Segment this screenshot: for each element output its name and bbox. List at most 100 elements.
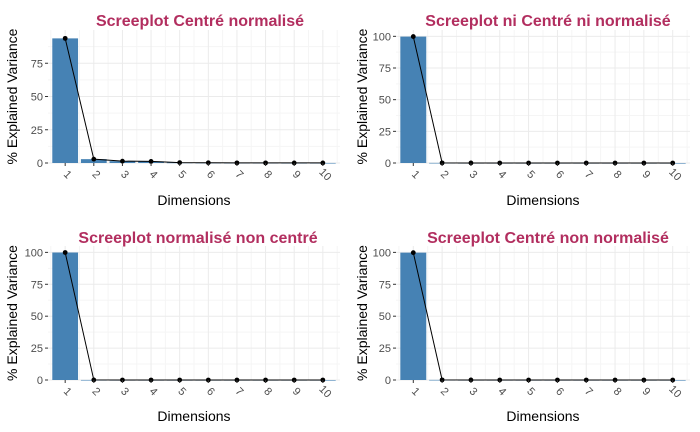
data-point	[177, 377, 183, 383]
x-axis-label: Dimensions	[506, 192, 579, 208]
variance-line	[412, 252, 673, 381]
variance-line	[64, 38, 323, 164]
x-tick-label: 5	[524, 168, 537, 181]
x-tick-label: 2	[90, 385, 103, 398]
data-point	[320, 377, 326, 383]
panel-3: 0 25 50 75 100 1 2 3 4 5 6 7 8 9 10 Screeplot normalisé…	[4, 230, 340, 424]
x-tick-label: 5	[524, 385, 537, 398]
data-point	[205, 160, 211, 166]
y-axis-label: % Explained Variance	[354, 28, 370, 164]
data-point	[439, 377, 445, 383]
y-tick-label: 25	[31, 125, 43, 137]
data-point	[670, 377, 676, 383]
y-tick-label: 100	[373, 247, 391, 259]
x-tick-label: 9	[290, 385, 303, 398]
variance-line	[412, 36, 673, 164]
bar	[400, 252, 427, 380]
panel-1: 0 25 50 75 1 2 3 4 5 6 7 8 9 10 Screeplot Centré norma…	[4, 13, 340, 208]
data-point	[555, 160, 560, 166]
data-point	[555, 377, 560, 383]
y-tick-label: 50	[31, 311, 43, 323]
x-tick-label: 6	[553, 168, 566, 181]
data-point	[468, 377, 474, 383]
y-tick-label: 0	[385, 375, 391, 387]
data-point	[439, 160, 445, 166]
x-tick-label: 9	[640, 168, 653, 181]
data-point	[62, 35, 68, 41]
x-axis-label: Dimensions	[157, 192, 230, 208]
bar	[52, 38, 79, 164]
y-tick-label: 75	[379, 279, 391, 291]
data-point	[291, 377, 297, 383]
y-tick-label: 0	[37, 375, 43, 387]
x-tick-label: 7	[233, 168, 246, 181]
bar	[400, 36, 427, 163]
x-tick-label: 8	[261, 385, 274, 398]
x-tick-label: 5	[175, 385, 188, 398]
x-tick-label: 3	[118, 385, 131, 398]
x-tick-label: 2	[90, 168, 103, 181]
x-tick-label: 9	[290, 168, 303, 181]
data-point	[410, 250, 416, 256]
x-tick-label: 4	[495, 385, 508, 398]
data-point	[291, 160, 297, 166]
x-tick-label: 10	[316, 166, 333, 183]
x-tick-label: 6	[553, 385, 566, 398]
y-tick-label: 75	[31, 58, 43, 70]
data-point	[263, 160, 268, 166]
data-point	[120, 377, 125, 383]
panel-4: 0 25 50 75 100 1 2 3 4 5 6 7 8 9 10 Screeplot Centré no…	[354, 230, 690, 424]
x-tick-label: 8	[611, 168, 624, 181]
data-point	[91, 377, 97, 383]
panel-title: Screeplot Centré normalisé	[96, 13, 304, 30]
x-tick-label: 1	[409, 385, 422, 398]
x-tick-label: 2	[438, 385, 451, 398]
data-point	[526, 377, 531, 383]
x-tick-label: 4	[147, 385, 160, 398]
panel-2: 0 25 50 75 100 1 2 3 4 5 6 7 8 9 10 Screeplot ni Centré…	[354, 13, 690, 208]
x-tick-label: 8	[261, 168, 274, 181]
x-tick-label: 6	[204, 168, 217, 181]
panel-title: Screeplot normalisé non centré	[78, 230, 317, 247]
data-point	[526, 160, 531, 166]
x-tick-label: 10	[666, 166, 683, 183]
y-tick-label: 100	[373, 31, 391, 43]
x-tick-label: 7	[582, 168, 595, 181]
data-point	[670, 160, 676, 166]
y-axis-label: % Explained Variance	[4, 28, 20, 164]
y-tick-label: 50	[379, 311, 391, 323]
x-axis-label: Dimensions	[506, 408, 579, 424]
data-point	[497, 377, 503, 383]
data-point	[263, 377, 268, 383]
x-tick-label: 2	[438, 168, 451, 181]
data-point	[612, 377, 618, 383]
x-tick-label: 8	[611, 385, 624, 398]
x-tick-label: 1	[409, 168, 422, 181]
y-axis-label: % Explained Variance	[4, 245, 20, 381]
data-point	[612, 160, 618, 166]
x-tick-label: 7	[233, 385, 246, 398]
data-point	[120, 158, 125, 164]
data-point	[641, 377, 647, 383]
y-tick-label: 100	[25, 247, 43, 259]
x-tick-label: 7	[582, 385, 595, 398]
y-tick-label: 50	[31, 92, 43, 104]
data-point	[62, 250, 68, 255]
x-tick-label: 10	[316, 383, 333, 400]
y-tick-label: 75	[379, 63, 391, 75]
x-tick-label: 4	[495, 168, 508, 181]
variance-line	[64, 252, 323, 381]
x-tick-label: 3	[118, 168, 131, 181]
panel-title: Screeplot Centré non normalisé	[427, 230, 669, 247]
y-axis-label: % Explained Variance	[354, 245, 370, 381]
x-tick-label: 9	[640, 385, 653, 398]
x-tick-label: 10	[666, 383, 683, 400]
data-point	[148, 377, 154, 383]
x-tick-label: 4	[147, 168, 160, 181]
data-point	[234, 377, 240, 383]
data-point	[410, 34, 416, 39]
y-tick-label: 75	[31, 279, 43, 291]
data-point	[234, 160, 240, 166]
data-point	[91, 156, 97, 162]
panel-title: Screeplot ni Centré ni normalisé	[425, 13, 671, 30]
